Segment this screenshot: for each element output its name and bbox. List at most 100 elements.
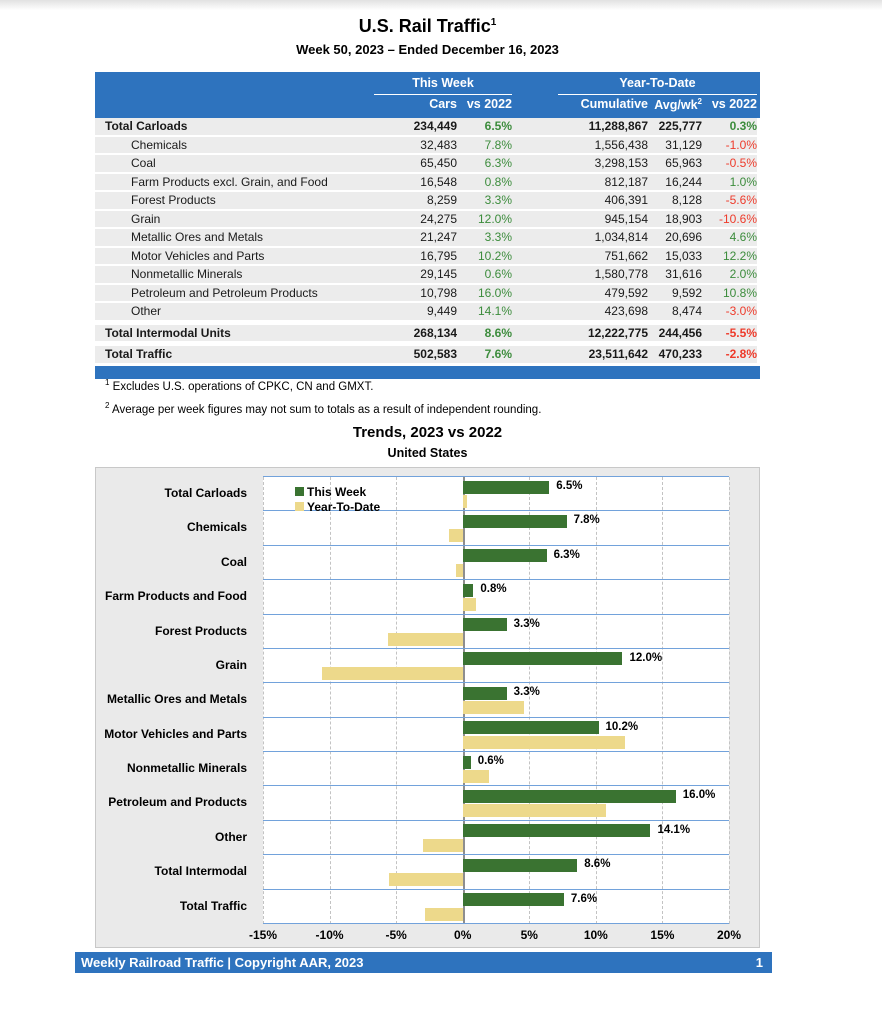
ytd-vs-2022-value: 1.0% bbox=[729, 174, 757, 189]
column-header-ytd-vs-2022: vs 2022 bbox=[711, 97, 757, 111]
legend-this-week-label: This Week bbox=[307, 484, 367, 499]
legend-item-year-to-date: Year-To-Date bbox=[295, 499, 380, 514]
bar-year-to-date bbox=[462, 735, 626, 749]
grid-line bbox=[329, 477, 331, 924]
legend-this-week-swatch bbox=[295, 487, 304, 496]
avg-wk-value: 8,128 bbox=[671, 193, 702, 207]
bar-year-to-date bbox=[389, 873, 463, 887]
category-label: Farm Products and Food bbox=[104, 589, 247, 604]
bar-this-week bbox=[462, 893, 564, 907]
legend-year-to-date-label: Year-To-Date bbox=[307, 499, 381, 514]
row-label: Metallic Ores and Metals bbox=[131, 230, 264, 244]
x-tick-label: -10% bbox=[315, 928, 344, 942]
bar-this-week bbox=[462, 652, 623, 666]
avg-wk-value: 15,033 bbox=[665, 248, 702, 263]
ytd-vs-2022-value: 12.2% bbox=[722, 248, 757, 263]
page-title: U.S. Rail Traffic1 bbox=[95, 16, 760, 37]
chart-row: 14.1% bbox=[263, 821, 729, 856]
bar-year-to-date bbox=[462, 495, 467, 508]
cumulative-value: 479,592 bbox=[604, 285, 648, 300]
report-header: U.S. Rail Traffic1 Week 50, 2023 – Ended… bbox=[95, 16, 760, 57]
avg-wk-footnote-marker: 2 bbox=[697, 97, 702, 106]
category-label: Total Carloads bbox=[164, 486, 247, 500]
bar-value-label: 6.3% bbox=[553, 548, 580, 561]
category-label: Other bbox=[214, 829, 247, 844]
avg-wk-value: 225,777 bbox=[658, 119, 702, 133]
table-row: Petroleum and Petroleum Products 10,798 16… bbox=[95, 284, 757, 303]
row-label: Total Intermodal Units bbox=[105, 325, 231, 340]
column-header-cumulative: Cumulative bbox=[580, 97, 648, 111]
trends-chart: Total Carloads Chemicals Coal Farm Products… bbox=[95, 467, 760, 948]
category-label: Metallic Ores and Metals bbox=[106, 692, 247, 707]
chart-row: 12.0% bbox=[263, 649, 729, 684]
table-row: Farm Products excl. Grain, and Food 16,54… bbox=[95, 173, 757, 192]
bar-value-label: 3.3% bbox=[513, 686, 540, 699]
chart-x-axis: -15% -10% -5% 0% 5% 10% 15% 20% bbox=[96, 928, 761, 948]
bar-value-label: 16.0% bbox=[682, 789, 716, 802]
bar-this-week bbox=[462, 721, 599, 735]
chart-subtitle: United States bbox=[387, 446, 468, 460]
table-row: Total Carloads 234,449 6.5% 11,288,867 225,7… bbox=[95, 118, 757, 137]
bar-value-label: 10.2% bbox=[605, 720, 639, 733]
table-row: Nonmetallic Minerals 29,145 0.6% 1,580,778 3… bbox=[95, 266, 757, 285]
ytd-vs-2022-value: 10.8% bbox=[722, 285, 757, 300]
chart-row: 6.5% bbox=[263, 477, 729, 512]
category-label: Coal bbox=[220, 554, 247, 569]
bar-year-to-date bbox=[462, 701, 524, 715]
page-top-shadow bbox=[0, 0, 882, 10]
bar-value-label: 6.5% bbox=[556, 480, 583, 492]
bar-this-week bbox=[462, 583, 474, 597]
avg-wk-value: 244,456 bbox=[658, 325, 702, 340]
cumulative-value: 406,391 bbox=[604, 193, 648, 207]
footnote-1-marker: 1 bbox=[105, 378, 110, 387]
category-label: Petroleum and Products bbox=[108, 795, 247, 810]
bar-this-week bbox=[462, 686, 507, 700]
row-label: Grain bbox=[131, 211, 161, 226]
table-body: Total Carloads 234,449 6.5% 11,288,867 225,7… bbox=[95, 118, 760, 365]
chart-row: 0.8% bbox=[263, 580, 729, 615]
avg-wk-value: 9,592 bbox=[671, 285, 702, 300]
row-label: Coal bbox=[131, 156, 156, 170]
cars-vs-2022-value: 10.2% bbox=[477, 248, 512, 263]
page-subtitle: Week 50, 2023 – Ended December 16, 2023 bbox=[296, 42, 559, 57]
row-label: Other bbox=[131, 304, 162, 318]
category-label: Grain bbox=[215, 657, 247, 672]
legend-year-to-date-swatch bbox=[295, 502, 304, 511]
group-header-this-week: This Week bbox=[374, 76, 512, 95]
ytd-vs-2022-value: -0.5% bbox=[725, 156, 757, 170]
cars-value: 502,583 bbox=[413, 347, 457, 361]
cumulative-value: 11,288,867 bbox=[588, 119, 648, 133]
cars-vs-2022-value: 3.3% bbox=[484, 230, 512, 244]
cars-value: 16,795 bbox=[420, 248, 457, 263]
table-row: Motor Vehicles and Parts 16,795 10.2% 751,6… bbox=[95, 247, 757, 266]
bar-year-to-date bbox=[456, 563, 463, 577]
cars-value: 268,134 bbox=[413, 325, 457, 340]
cumulative-value: 23,511,642 bbox=[588, 347, 648, 361]
avg-wk-value: 18,903 bbox=[665, 211, 702, 226]
cars-vs-2022-value: 0.8% bbox=[484, 174, 512, 189]
bar-value-label: 0.8% bbox=[480, 583, 507, 596]
chart-row: 0.6% bbox=[263, 752, 729, 787]
page-title-text: U.S. Rail Traffic bbox=[358, 16, 491, 36]
avg-wk-value: 20,696 bbox=[665, 230, 702, 244]
cars-value: 24,275 bbox=[420, 211, 457, 226]
bar-year-to-date bbox=[422, 838, 463, 852]
bar-this-week bbox=[462, 858, 578, 872]
traffic-table: This Week Year-To-Date Cars vs 2022 Cumu… bbox=[95, 72, 760, 379]
bar-year-to-date bbox=[462, 804, 607, 818]
row-label: Total Carloads bbox=[105, 119, 188, 133]
bar-this-week bbox=[462, 549, 547, 563]
bar-value-label: 14.1% bbox=[657, 823, 691, 836]
cars-value: 10,798 bbox=[420, 285, 457, 300]
footer-bar: Weekly Railroad Traffic | Copyright AAR,… bbox=[75, 952, 772, 973]
row-label: Chemicals bbox=[131, 137, 188, 152]
table-row: Chemicals 32,483 7.8% 1,556,438 31,129 -1.0% bbox=[95, 136, 757, 155]
cars-vs-2022-value: 14.1% bbox=[477, 304, 512, 318]
footnote-2-marker: 2 bbox=[105, 400, 110, 410]
grid-line bbox=[595, 477, 597, 924]
avg-wk-value: 16,244 bbox=[665, 174, 702, 189]
cars-vs-2022-value: 0.6% bbox=[484, 267, 512, 281]
table-row: Other 9,449 14.1% 423,698 8,474 -3.0% bbox=[95, 303, 757, 322]
row-label: Motor Vehicles and Parts bbox=[131, 248, 265, 263]
